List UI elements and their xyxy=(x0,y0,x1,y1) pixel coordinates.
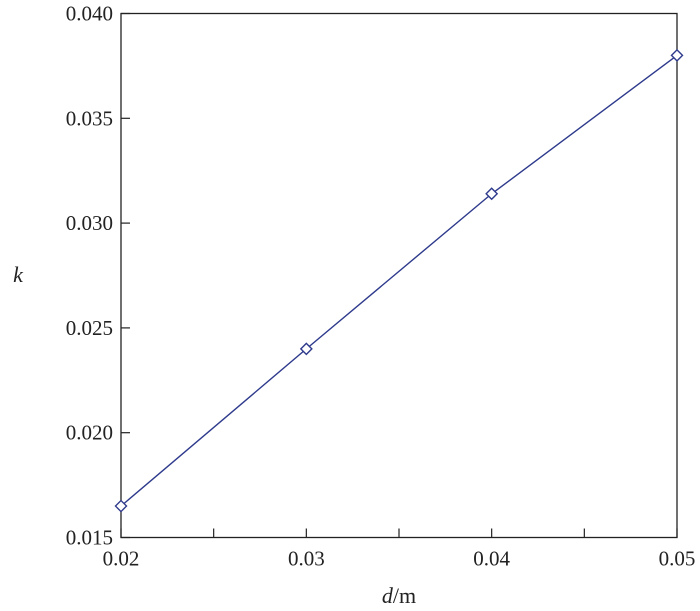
y-tick-label: 0.040 xyxy=(66,2,113,26)
y-axis-label: k xyxy=(13,262,24,287)
x-tick-label: 0.02 xyxy=(103,547,140,571)
data-point-marker xyxy=(670,48,684,62)
plot-frame xyxy=(120,12,678,539)
x-tick-label: 0.04 xyxy=(473,547,510,571)
y-tick-label: 0.030 xyxy=(66,211,113,235)
y-tick-label: 0.025 xyxy=(66,316,113,340)
y-tick-label: 0.015 xyxy=(66,526,113,550)
data-point-marker xyxy=(299,342,313,356)
data-point-marker xyxy=(114,499,128,513)
y-tick-label: 0.035 xyxy=(66,106,113,130)
data-point-marker xyxy=(485,187,499,201)
x-axis-ticks: 0.02 0.03 0.04 0.05 xyxy=(103,528,696,571)
x-tick-label: 0.03 xyxy=(288,547,325,571)
series-group xyxy=(114,48,684,513)
x-axis-label: d/m xyxy=(382,583,416,608)
series-line xyxy=(120,54,678,507)
y-axis-ticks: 0.015 0.020 0.025 0.030 0.035 0.040 xyxy=(66,2,130,550)
x-tick-label: 0.05 xyxy=(659,547,696,571)
y-tick-label: 0.020 xyxy=(66,421,113,445)
